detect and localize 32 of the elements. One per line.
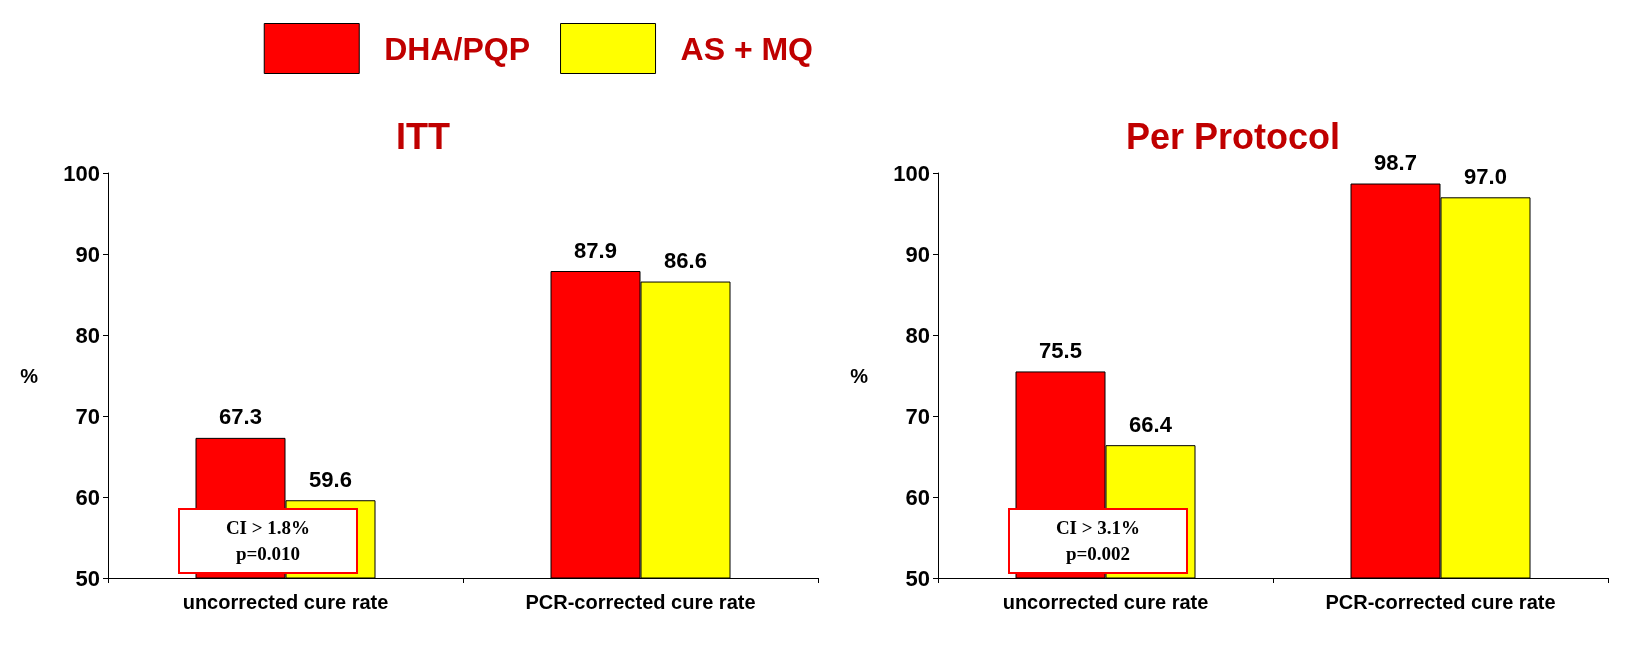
data-label: 87.9: [574, 237, 617, 263]
legend-label: AS + MQ: [680, 30, 813, 67]
x-tick-label: PCR-corrected cure rate: [525, 591, 756, 613]
y-axis-title: %: [20, 364, 39, 387]
data-label: 75.5: [1039, 337, 1082, 363]
x-tick-label: uncorrected cure rate: [1002, 591, 1209, 613]
data-label: 98.7: [1374, 150, 1417, 176]
chart-title: ITT: [396, 115, 450, 157]
y-tick-label: 90: [905, 241, 930, 267]
x-tick-label: uncorrected cure rate: [182, 591, 389, 613]
y-axis-title: %: [850, 364, 869, 387]
y-tick-label: 100: [63, 160, 100, 186]
x-tick-label: PCR-corrected cure rate: [1325, 591, 1556, 613]
y-tick-label: 60: [75, 484, 100, 510]
y-tick-label: 60: [905, 484, 930, 510]
y-tick-label: 80: [905, 322, 930, 348]
chart-title: Per Protocol: [1125, 115, 1341, 157]
data-label: 66.4: [1129, 411, 1173, 437]
y-tick-label: 70: [75, 403, 100, 429]
y-tick-label: 50: [905, 565, 930, 591]
y-tick-label: 70: [905, 403, 930, 429]
y-tick-label: 90: [75, 241, 100, 267]
data-label: 97.0: [1464, 163, 1507, 189]
data-label: 67.3: [219, 404, 262, 430]
data-label: 86.6: [664, 248, 707, 274]
data-label: 59.6: [309, 466, 352, 492]
y-tick-label: 100: [893, 160, 930, 186]
callout-box: CI > 1.8% p=0.010: [178, 508, 358, 574]
legend-label: DHA/PQP: [384, 30, 531, 67]
y-tick-label: 50: [75, 565, 100, 591]
y-tick-label: 80: [75, 322, 100, 348]
callout-box: CI > 3.1% p=0.002: [1008, 508, 1188, 574]
